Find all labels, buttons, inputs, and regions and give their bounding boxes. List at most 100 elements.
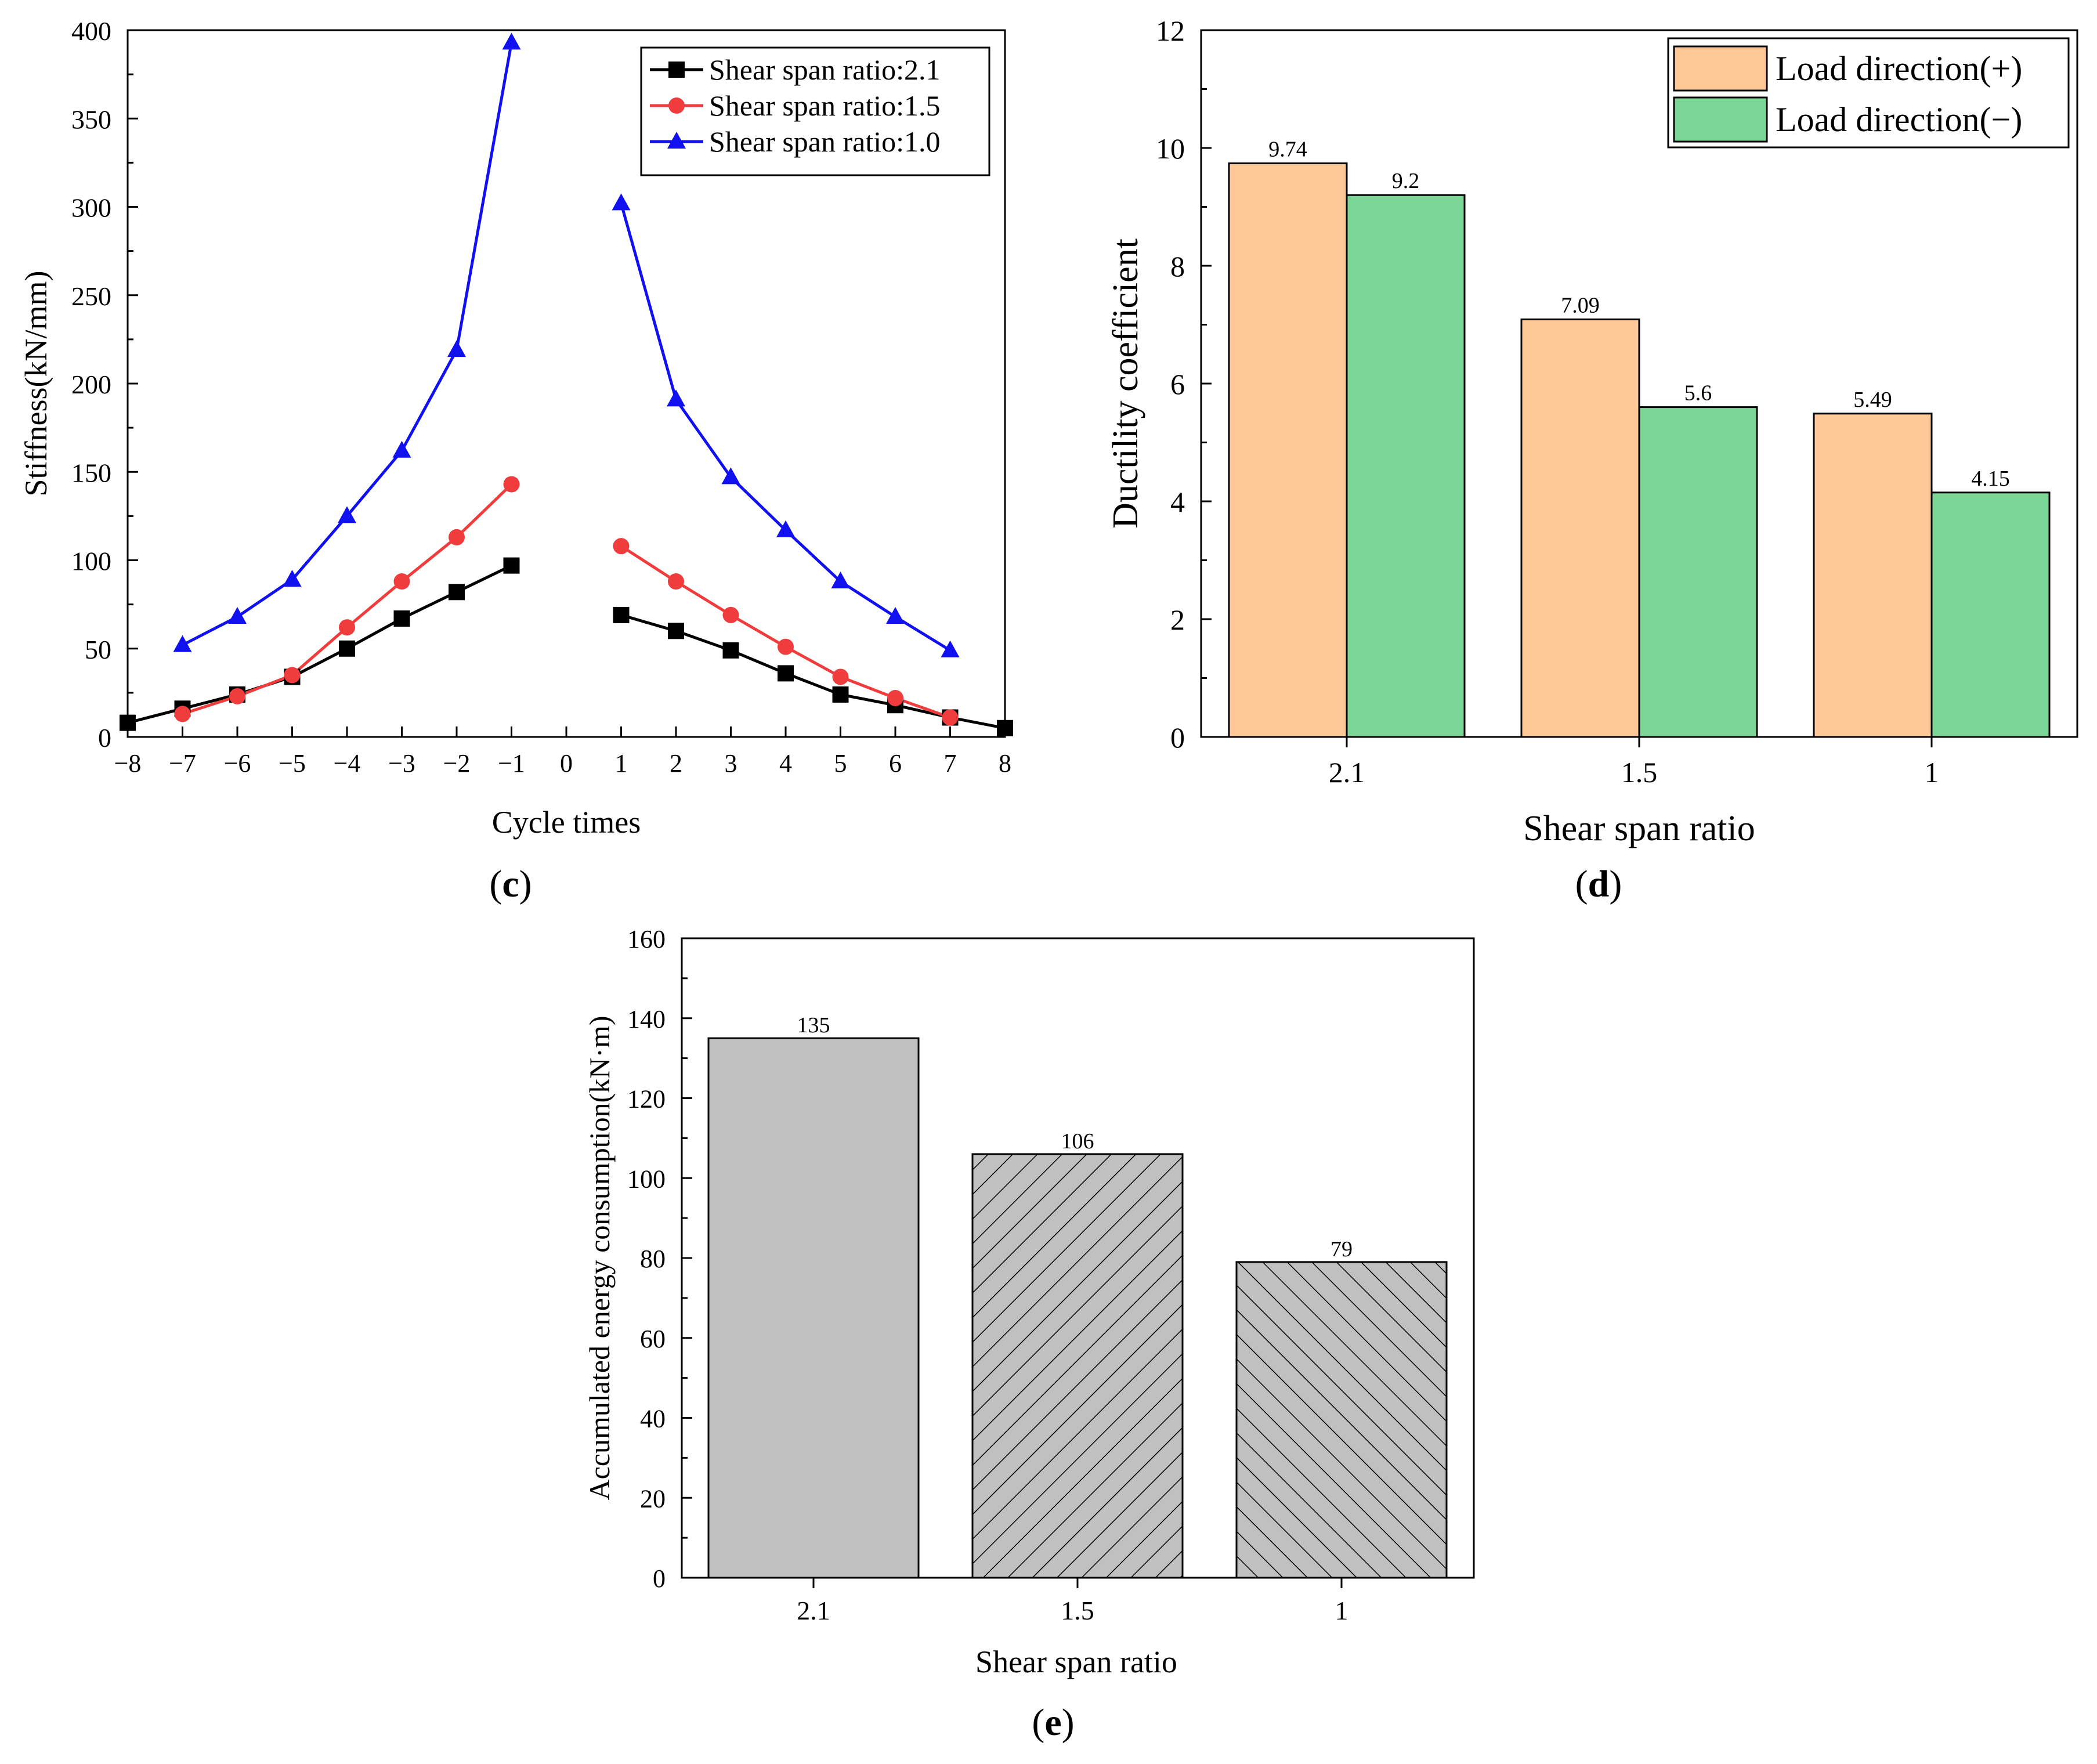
y-tick-label: 50 [85, 635, 111, 664]
x-tick-label: 1 [1335, 1596, 1348, 1625]
x-tick-label: 3 [725, 749, 737, 778]
bar-value-label: 9.2 [1392, 169, 1420, 193]
data-point [393, 573, 410, 590]
x-tick-label: −1 [498, 749, 525, 778]
y-tick-label: 160 [627, 925, 666, 953]
legend-label: Shear span ratio:2.1 [709, 53, 941, 86]
x-tick-label: 8 [999, 749, 1011, 778]
bar-value-label: 4.15 [1971, 467, 2010, 491]
y-tick-label: 10 [1156, 132, 1185, 165]
data-point [941, 640, 960, 657]
y-tick-label: 4 [1170, 486, 1185, 518]
data-point [778, 638, 794, 655]
bar-value-label: 5.6 [1684, 381, 1712, 406]
x-tick-label: 1.5 [1061, 1596, 1094, 1625]
y-tick-label: 60 [640, 1325, 666, 1353]
bar [971, 1153, 1184, 1579]
y-tick-label: 0 [98, 723, 111, 753]
y-axis-label: Stiffness(kN/mm) [19, 271, 53, 497]
legend-label: Shear span ratio:1.5 [709, 89, 941, 122]
data-point [832, 668, 849, 685]
y-tick-label: 2 [1170, 603, 1185, 636]
x-tick-label: 1 [615, 749, 628, 778]
bar-value-label: 9.74 [1268, 137, 1307, 161]
legend-label: Load direction(+) [1776, 49, 2022, 88]
y-axis-label: Ductility coefficient [1106, 238, 1145, 529]
y-tick-label: 250 [71, 281, 111, 311]
x-tick-label: 6 [889, 749, 902, 778]
y-tick-label: 120 [627, 1085, 666, 1114]
y-tick-label: 300 [71, 193, 111, 223]
bar [1228, 162, 1348, 738]
data-point [447, 340, 466, 357]
bar-value-label: 5.49 [1853, 388, 1892, 412]
y-tick-label: 400 [71, 16, 111, 46]
data-point [668, 623, 684, 639]
y-tick-label: 6 [1170, 368, 1185, 400]
legend-label: Load direction(−) [1776, 100, 2022, 139]
data-point [449, 529, 465, 545]
data-point [392, 440, 411, 458]
x-tick-label: 7 [944, 749, 957, 778]
bar [1813, 413, 1933, 738]
data-point [831, 572, 850, 589]
series-line [127, 564, 512, 725]
legend: Load direction(+) Load direction(−) [1667, 37, 2070, 149]
data-point [942, 709, 959, 726]
y-tick-label: 12 [1156, 15, 1185, 47]
data-point [503, 557, 520, 574]
panel-label-d: (d) [1575, 863, 1622, 905]
panel-label-c: (c) [489, 863, 532, 905]
data-point [393, 610, 410, 627]
data-point [449, 584, 465, 601]
x-tick-label: −5 [279, 749, 306, 778]
x-tick-label: 1 [1925, 756, 1939, 789]
y-tick-label: 0 [653, 1564, 666, 1593]
x-tick-label: 2.1 [1329, 756, 1365, 789]
data-point [667, 389, 685, 407]
legend-swatch [1673, 96, 1768, 143]
bar [1638, 406, 1758, 738]
x-tick-label: 5 [834, 749, 847, 778]
legend-marker [667, 132, 686, 149]
data-point [722, 642, 739, 659]
y-axis-label: Accumulated energy consumption(kN·m) [583, 1016, 616, 1501]
x-axis-label: Cycle times [492, 805, 641, 840]
data-point [721, 467, 740, 485]
data-point [503, 476, 520, 493]
y-tick-label: 8 [1170, 250, 1185, 283]
x-tick-label: 2.1 [797, 1596, 830, 1625]
bar-value-label: 106 [1061, 1129, 1094, 1154]
data-point [776, 520, 795, 537]
data-point [778, 665, 794, 682]
bar-value-label: 7.09 [1561, 293, 1600, 317]
y-tick-label: 0 [1170, 721, 1185, 754]
bar [1346, 194, 1466, 738]
x-tick-label: −2 [443, 749, 471, 778]
chart-panel-e: 135 106 79 0 20 40 60 80 100 120 140 160 2.1 1.5 1 S… [583, 925, 1475, 1744]
data-point [283, 569, 302, 587]
y-tick-label: 100 [71, 547, 111, 576]
x-tick-label: −7 [169, 749, 196, 778]
x-tick-label: −4 [334, 749, 361, 778]
y-tick-label: 150 [71, 458, 111, 487]
chart-panel-d: 9.74 7.09 5.49 9.2 5.6 4.15 0 2 4 6 8 10 12 2.1 1.5 1… [1106, 15, 2078, 905]
y-tick-label: 100 [627, 1165, 666, 1193]
x-tick-label: 4 [779, 749, 792, 778]
y-tick-label: 350 [71, 104, 111, 134]
data-point [229, 688, 245, 704]
data-point [338, 506, 356, 523]
data-point [284, 667, 301, 684]
data-point [174, 706, 191, 722]
data-point [613, 606, 630, 623]
legend-marker [668, 62, 685, 78]
x-tick-label: −6 [224, 749, 251, 778]
bar [1930, 491, 2051, 738]
y-tick-label: 80 [640, 1245, 666, 1273]
data-point [228, 606, 247, 624]
data-point [339, 619, 355, 636]
bar-value-label: 135 [797, 1013, 830, 1038]
x-tick-label: 1.5 [1621, 756, 1658, 789]
data-point [887, 690, 903, 707]
